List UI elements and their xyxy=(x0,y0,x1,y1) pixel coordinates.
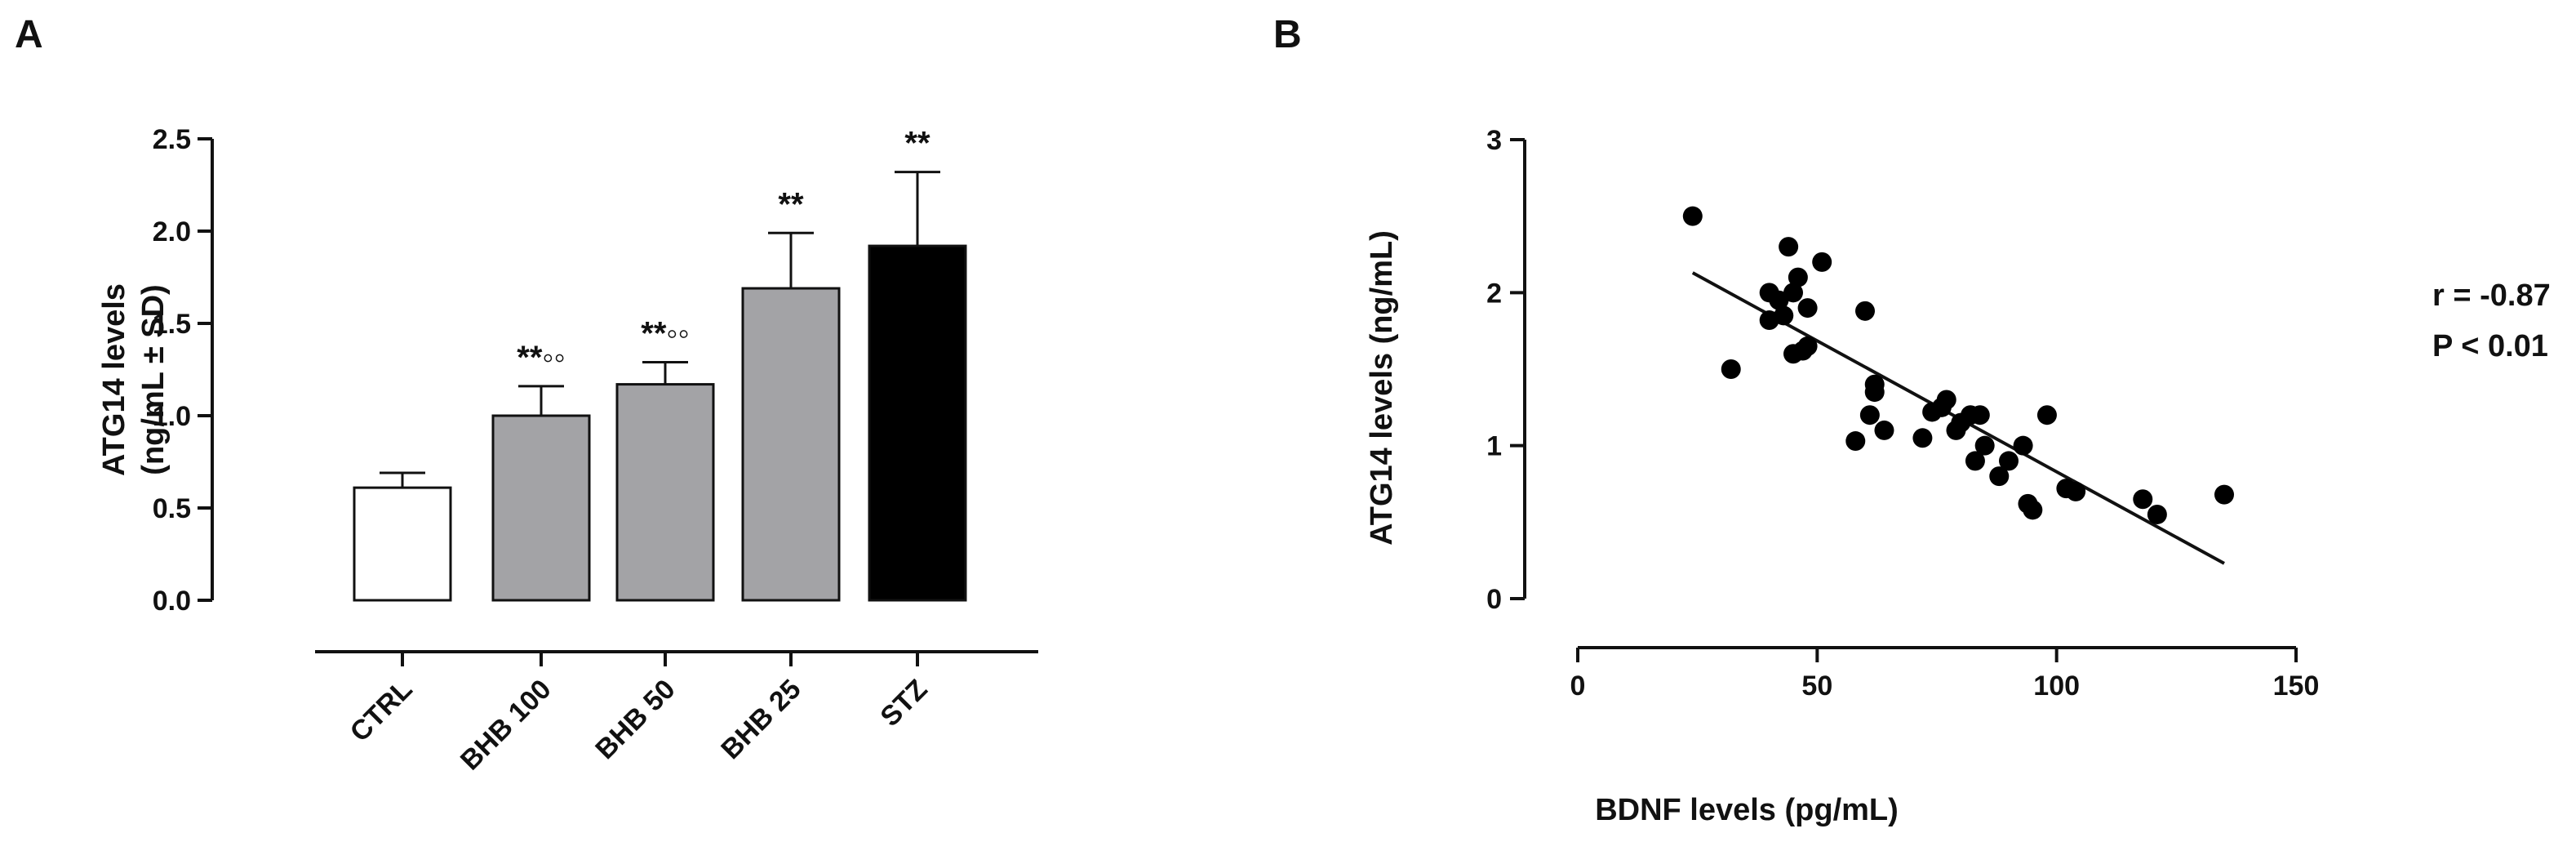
x-axis-title: BDNF levels (pg/mL) xyxy=(1595,793,1899,827)
y-tick-label: 1.0 xyxy=(153,401,191,432)
y-axis-title-line2: (ng/mL ± SD) xyxy=(136,284,171,474)
x-tick-label: 0 xyxy=(1570,670,1586,702)
scatter-point xyxy=(2133,489,2153,510)
scatter-point xyxy=(2013,435,2033,456)
significance-label: **◦◦ xyxy=(641,315,690,351)
y-tick-label: 3 xyxy=(1486,125,1502,156)
scatter-point xyxy=(2066,481,2086,501)
scatter-point xyxy=(2147,504,2167,524)
scatter-point xyxy=(1912,428,1933,448)
y-tick-label: 1.5 xyxy=(153,309,191,340)
bar xyxy=(868,244,967,602)
y-tick-label: 1 xyxy=(1486,431,1502,462)
scatter-point xyxy=(2214,484,2234,505)
scatter-point xyxy=(1812,252,1832,272)
stat-p-value: P < 0.01 xyxy=(2432,329,2548,363)
x-tick-label: 100 xyxy=(2033,670,2080,702)
y-tick-label: 2.0 xyxy=(153,216,191,247)
stat-r-value: r = -0.87 xyxy=(2432,278,2551,313)
scatter-point xyxy=(2036,405,2057,425)
scatter-point xyxy=(1989,466,2010,487)
bar xyxy=(491,414,591,602)
x-tick-label: CTRL xyxy=(344,674,419,748)
scatter-point xyxy=(1965,451,1985,471)
y-tick-label: 2 xyxy=(1486,278,1502,309)
y-axis-title: ATG14 levels (ng/mL) xyxy=(1365,230,1399,546)
scatter-point xyxy=(1721,359,1741,379)
bar xyxy=(615,383,715,602)
panel-b-scatter-plot: B BDNF levels (pg/mL) ATG14 levels (ng/m… xyxy=(1273,13,2551,827)
significance-label: ** xyxy=(904,126,930,162)
scatter-point xyxy=(1797,336,1818,356)
scatter-point xyxy=(1845,431,1866,452)
x-tick-label: STZ xyxy=(874,674,933,733)
scatter-point xyxy=(1774,305,1794,326)
scatter-point xyxy=(1797,298,1818,319)
panel-a-bar-chart: A ATG14 levels (ng/mL ± SD) 0.0 0.5 1.0 1.5… xyxy=(15,13,1038,777)
bar xyxy=(353,486,452,602)
scatter-point xyxy=(1970,405,1990,425)
y-tick-label: 0.5 xyxy=(153,493,191,524)
x-tick-label: BHB 25 xyxy=(715,674,806,765)
x-tick-label: 50 xyxy=(1801,670,1832,702)
scatter-point xyxy=(1999,451,2019,471)
bar-chart-marks: 0.0 0.5 1.0 1.5 2.0 2.5 CTRL **◦◦ BHB 100 **◦◦ BHB… xyxy=(153,124,1038,777)
x-tick-label: BHB 50 xyxy=(589,674,681,765)
scatter-point xyxy=(2023,500,2043,520)
scatter-point xyxy=(1783,283,1803,303)
y-axis-title-line1: ATG14 levels xyxy=(97,283,131,476)
scatter-point xyxy=(1864,382,1885,403)
x-tick-label: 150 xyxy=(2273,670,2320,702)
scatter-point xyxy=(1974,435,1995,456)
y-tick-label: 0 xyxy=(1486,584,1502,615)
scatter-point xyxy=(1788,267,1808,287)
scatter-point xyxy=(1936,390,1956,410)
y-tick-label: 0.0 xyxy=(153,586,191,617)
panel-letter-a: A xyxy=(15,13,43,56)
y-tick-label: 2.5 xyxy=(153,124,191,155)
scatter-plot-marks: 0 1 2 3 0 50 100 150 xyxy=(1486,125,2319,702)
y-axis-title: ATG14 levels (ng/mL ± SD) xyxy=(97,283,171,476)
scatter-point xyxy=(1859,405,1880,425)
scatter-point xyxy=(1682,206,1703,226)
x-tick-label: BHB 100 xyxy=(455,674,557,777)
significance-label: **◦◦ xyxy=(517,340,566,376)
panel-letter-b: B xyxy=(1273,13,1302,56)
scatter-point xyxy=(1779,237,1799,257)
bar xyxy=(741,287,841,602)
scatter-point xyxy=(1874,420,1894,440)
scatter-point xyxy=(1855,301,1875,321)
significance-label: ** xyxy=(778,186,804,222)
scatter-point xyxy=(1769,290,1789,310)
